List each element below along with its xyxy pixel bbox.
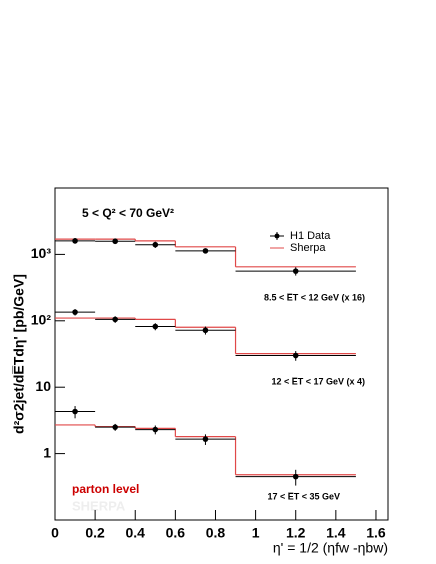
data-point <box>72 238 78 244</box>
group-label: 8.5 < E̅T < 12 GeV (x 16) <box>264 292 365 302</box>
data-point <box>292 473 299 480</box>
data-point <box>72 309 78 315</box>
data-point <box>292 352 299 359</box>
x-tick-label: 1.6 <box>366 525 386 541</box>
x-tick-label: 0.8 <box>206 525 226 541</box>
data-point <box>152 426 159 433</box>
annotation: SHERPA <box>72 498 126 513</box>
data-point <box>202 327 209 334</box>
data-point <box>202 436 209 442</box>
x-tick-label: 0.4 <box>126 525 146 541</box>
data-point <box>152 323 159 330</box>
data-point <box>152 241 159 248</box>
data-point <box>112 316 118 323</box>
legend-marker <box>274 233 280 239</box>
x-tick-label: 1 <box>252 525 260 541</box>
data-point <box>72 408 78 415</box>
legend-label: H1 Data <box>290 230 331 242</box>
y-tick-label: 10 <box>35 378 51 394</box>
group-label: 12 < E̅T < 17 GeV (x 4) <box>271 376 365 386</box>
data-point <box>202 248 209 254</box>
chart-title: 5 < Q² < 70 GeV² <box>82 206 174 220</box>
y-tick-label: 10³ <box>31 245 52 261</box>
x-axis-label: η' = 1/2 (ηfw -ηbw) <box>273 540 388 556</box>
x-tick-label: 0.6 <box>166 525 186 541</box>
x-tick-label: 1.4 <box>326 525 346 541</box>
x-tick-label: 1.2 <box>286 525 306 541</box>
group-label: 17 < E̅T < 35 GeV <box>267 491 340 501</box>
x-tick-label: 0 <box>51 525 59 541</box>
y-tick-label: 1 <box>43 444 51 460</box>
y-axis-label: d²σ2jet/dE̅Tdη' [pb/GeV] <box>11 274 27 434</box>
legend-label: Sherpa <box>290 242 326 254</box>
x-tick-label: 0.2 <box>85 525 105 541</box>
data-point <box>292 268 299 274</box>
data-point <box>112 238 118 245</box>
plot-frame <box>54 187 389 521</box>
data-point <box>112 424 118 430</box>
annotation: parton level <box>72 482 139 496</box>
y-tick-label: 10² <box>31 312 52 328</box>
